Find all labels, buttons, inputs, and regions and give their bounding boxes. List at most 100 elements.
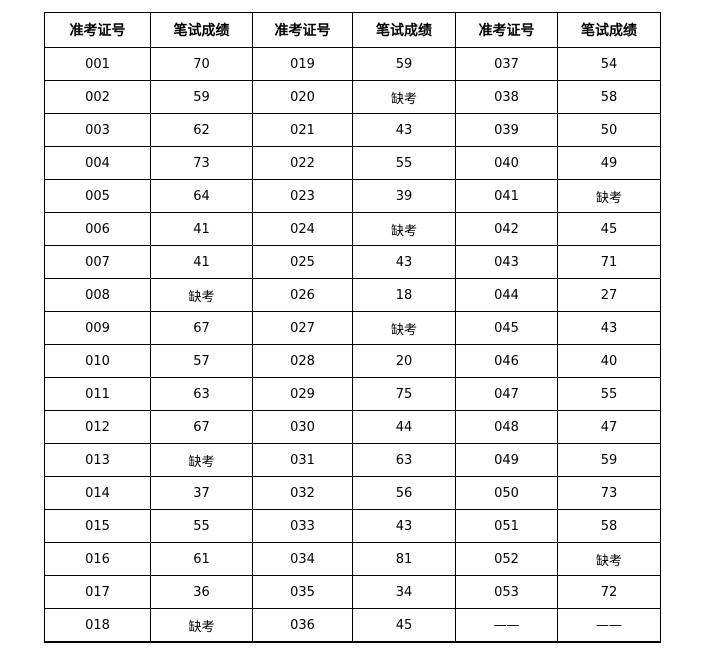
cell-exam-id: 047 — [455, 377, 558, 411]
header-cell-exam-id-2: 准考证号 — [252, 12, 353, 48]
cell-score: 58 — [557, 80, 661, 114]
table-row: 009 67 027 缺考 045 43 — [44, 311, 661, 345]
table-row: 006 41 024 缺考 042 45 — [44, 212, 661, 246]
cell-exam-id: 036 — [252, 608, 353, 643]
cell-score: —— — [557, 608, 661, 643]
cell-score: 20 — [352, 344, 456, 378]
cell-exam-id: 031 — [252, 443, 353, 477]
cell-exam-id: 010 — [44, 344, 151, 378]
cell-exam-id: 030 — [252, 410, 353, 444]
header-cell-score-2: 笔试成绩 — [352, 12, 456, 48]
cell-exam-id: 049 — [455, 443, 558, 477]
cell-exam-id: 029 — [252, 377, 353, 411]
cell-score: 43 — [557, 311, 661, 345]
table-row: 010 57 028 20 046 40 — [44, 344, 661, 378]
cell-exam-id: —— — [455, 608, 558, 643]
cell-score: 62 — [150, 113, 253, 147]
cell-score: 缺考 — [150, 278, 253, 312]
cell-exam-id: 027 — [252, 311, 353, 345]
table-row: 015 55 033 43 051 58 — [44, 509, 661, 543]
cell-exam-id: 011 — [44, 377, 151, 411]
cell-score: 70 — [150, 47, 253, 81]
cell-score: 41 — [150, 212, 253, 246]
cell-exam-id: 022 — [252, 146, 353, 180]
cell-score: 34 — [352, 575, 456, 609]
header-row: 准考证号 笔试成绩 准考证号 笔试成绩 准考证号 笔试成绩 — [44, 12, 661, 48]
cell-exam-id: 034 — [252, 542, 353, 576]
cell-score: 58 — [557, 509, 661, 543]
cell-exam-id: 035 — [252, 575, 353, 609]
table-row: 013 缺考 031 63 049 59 — [44, 443, 661, 477]
cell-score: 40 — [557, 344, 661, 378]
cell-score: 57 — [150, 344, 253, 378]
table-row: 017 36 035 34 053 72 — [44, 575, 661, 609]
cell-score: 缺考 — [557, 179, 661, 213]
cell-score: 50 — [557, 113, 661, 147]
cell-score: 44 — [352, 410, 456, 444]
cell-score: 73 — [150, 146, 253, 180]
cell-score: 63 — [150, 377, 253, 411]
table-row: 016 61 034 81 052 缺考 — [44, 542, 661, 576]
cell-score: 39 — [352, 179, 456, 213]
cell-score: 缺考 — [352, 80, 456, 114]
cell-score: 41 — [150, 245, 253, 279]
cell-exam-id: 042 — [455, 212, 558, 246]
cell-exam-id: 016 — [44, 542, 151, 576]
cell-score: 59 — [150, 80, 253, 114]
cell-score: 36 — [150, 575, 253, 609]
cell-exam-id: 018 — [44, 608, 151, 643]
cell-exam-id: 028 — [252, 344, 353, 378]
cell-exam-id: 045 — [455, 311, 558, 345]
cell-score: 27 — [557, 278, 661, 312]
cell-score: 37 — [150, 476, 253, 510]
cell-exam-id: 026 — [252, 278, 353, 312]
cell-exam-id: 051 — [455, 509, 558, 543]
cell-score: 67 — [150, 410, 253, 444]
cell-exam-id: 041 — [455, 179, 558, 213]
cell-exam-id: 006 — [44, 212, 151, 246]
score-table: 准考证号 笔试成绩 准考证号 笔试成绩 准考证号 笔试成绩 001 70 019… — [44, 12, 661, 643]
cell-score: 54 — [557, 47, 661, 81]
cell-exam-id: 019 — [252, 47, 353, 81]
cell-score: 45 — [557, 212, 661, 246]
cell-exam-id: 040 — [455, 146, 558, 180]
cell-score: 18 — [352, 278, 456, 312]
cell-score: 43 — [352, 509, 456, 543]
cell-exam-id: 053 — [455, 575, 558, 609]
header-cell-score-3: 笔试成绩 — [557, 12, 661, 48]
cell-exam-id: 043 — [455, 245, 558, 279]
cell-score: 56 — [352, 476, 456, 510]
table-row: 002 59 020 缺考 038 58 — [44, 80, 661, 114]
cell-exam-id: 052 — [455, 542, 558, 576]
table-row: 011 63 029 75 047 55 — [44, 377, 661, 411]
cell-score: 45 — [352, 608, 456, 643]
cell-score: 缺考 — [352, 212, 456, 246]
cell-score: 43 — [352, 245, 456, 279]
cell-exam-id: 025 — [252, 245, 353, 279]
cell-score: 55 — [352, 146, 456, 180]
table-row: 001 70 019 59 037 54 — [44, 47, 661, 81]
cell-exam-id: 009 — [44, 311, 151, 345]
cell-exam-id: 024 — [252, 212, 353, 246]
cell-score: 63 — [352, 443, 456, 477]
cell-score: 59 — [352, 47, 456, 81]
header-cell-score-1: 笔试成绩 — [150, 12, 253, 48]
cell-exam-id: 032 — [252, 476, 353, 510]
cell-exam-id: 033 — [252, 509, 353, 543]
cell-score: 47 — [557, 410, 661, 444]
table-row: 007 41 025 43 043 71 — [44, 245, 661, 279]
cell-score: 55 — [150, 509, 253, 543]
table-row: 008 缺考 026 18 044 27 — [44, 278, 661, 312]
cell-exam-id: 044 — [455, 278, 558, 312]
cell-score: 缺考 — [557, 542, 661, 576]
cell-score: 75 — [352, 377, 456, 411]
cell-score: 缺考 — [150, 608, 253, 643]
cell-exam-id: 003 — [44, 113, 151, 147]
table-row: 004 73 022 55 040 49 — [44, 146, 661, 180]
header-cell-exam-id-3: 准考证号 — [455, 12, 558, 48]
table-row: 018 缺考 036 45 —— —— — [44, 608, 661, 643]
cell-exam-id: 021 — [252, 113, 353, 147]
cell-score: 43 — [352, 113, 456, 147]
cell-exam-id: 007 — [44, 245, 151, 279]
table-row: 014 37 032 56 050 73 — [44, 476, 661, 510]
